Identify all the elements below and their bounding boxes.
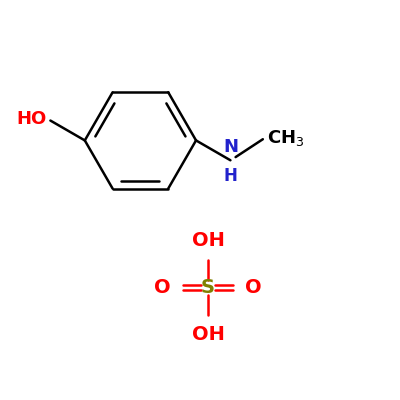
Text: CH$_3$: CH$_3$ [267, 128, 304, 148]
Text: HO: HO [16, 110, 46, 128]
Text: N: N [223, 138, 238, 156]
Text: O: O [154, 278, 171, 297]
Text: O: O [245, 278, 262, 297]
Text: OH: OH [192, 325, 224, 344]
Text: H: H [224, 167, 237, 185]
Text: OH: OH [192, 231, 224, 250]
Text: S: S [201, 278, 215, 297]
